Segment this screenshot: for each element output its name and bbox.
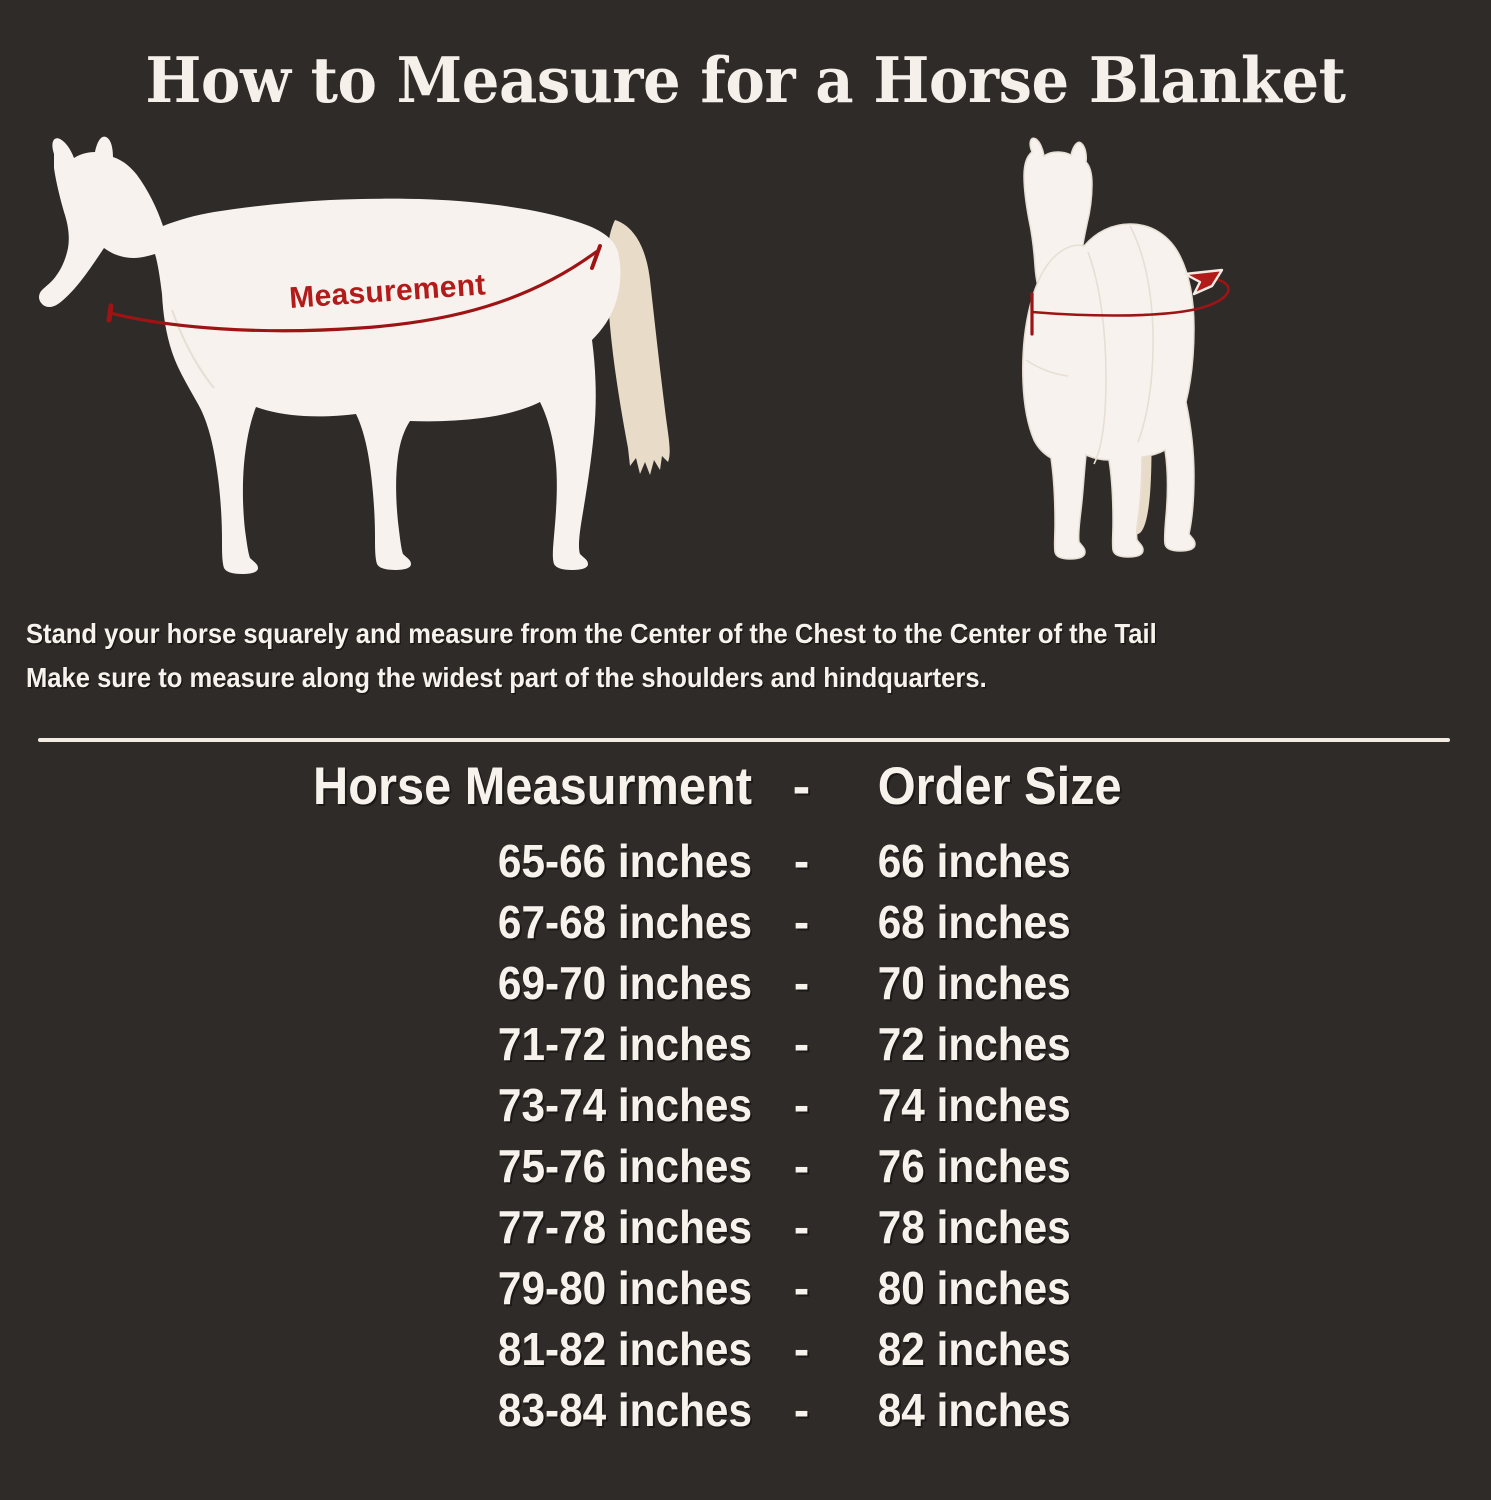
size-chart-table: Horse Measurment - Order Size 65-66 inch… (0, 756, 1491, 1444)
rear-horse-contour-1 (1087, 251, 1107, 465)
rear-horse-contour-2 (1129, 225, 1154, 443)
cell-size: 70 inches (877, 957, 1071, 1009)
cell-size: 78 inches (877, 1201, 1071, 1253)
cell-separator: - (793, 896, 810, 948)
cell-separator: - (793, 1018, 810, 1070)
table-row: 83-84 inches - 84 inches (0, 1383, 1491, 1444)
cell-size: 72 inches (877, 1018, 1071, 1070)
horizontal-divider (38, 738, 1450, 742)
horse-diagrams-svg: Measurement (39, 136, 1230, 574)
cell-separator: - (793, 1201, 810, 1253)
cell-separator: - (793, 1140, 810, 1192)
measurement-line-side (108, 250, 598, 333)
measurement-line-tick-front (106, 303, 114, 323)
illustration-panel: Measurement (0, 130, 1491, 590)
header-measurement: Horse Measurment (312, 757, 752, 816)
side-view-horse (39, 136, 670, 574)
instruction-line-1: Stand your horse squarely and measure fr… (26, 618, 1157, 649)
side-horse-tail (606, 220, 670, 475)
header-separator: - (792, 757, 811, 816)
cell-measurement: 77-78 inches (497, 1201, 752, 1253)
side-horse-shoulder-line (171, 309, 215, 389)
cell-measurement: 67-68 inches (497, 896, 752, 948)
cell-separator: - (793, 835, 810, 887)
cell-measurement: 65-66 inches (497, 835, 752, 887)
cell-separator: - (793, 1079, 810, 1131)
cell-measurement: 81-82 inches (497, 1323, 752, 1375)
table-row: 75-76 inches - 76 inches (0, 1139, 1491, 1200)
cell-size: 80 inches (877, 1262, 1071, 1314)
table-row: 65-66 inches - 66 inches (0, 834, 1491, 895)
cell-size: 82 inches (877, 1323, 1071, 1375)
table-row: 69-70 inches - 70 inches (0, 956, 1491, 1017)
measurement-line-tick-rear (590, 244, 602, 270)
table-row: 77-78 inches - 78 inches (0, 1200, 1491, 1261)
cell-size: 68 inches (877, 896, 1071, 948)
cell-separator: - (793, 957, 810, 1009)
cell-measurement: 79-80 inches (497, 1262, 752, 1314)
table-row: 71-72 inches - 72 inches (0, 1017, 1491, 1078)
cell-measurement: 71-72 inches (497, 1018, 752, 1070)
rear-horse-body (1022, 223, 1196, 560)
table-row: 67-68 inches - 68 inches (0, 895, 1491, 956)
table-row: 79-80 inches - 80 inches (0, 1261, 1491, 1322)
cell-size: 84 inches (877, 1384, 1071, 1436)
rear-horse-contour-3 (1025, 359, 1069, 377)
cell-separator: - (793, 1262, 810, 1314)
table-body: 65-66 inches -66 inches 67-68 inches -68 in… (0, 834, 1491, 1444)
table-row: 73-74 inches - 74 inches (0, 1078, 1491, 1139)
cell-measurement: 73-74 inches (497, 1079, 752, 1131)
cell-measurement: 75-76 inches (497, 1140, 752, 1192)
page-title: How to Measure for a Horse Blanket (145, 43, 1346, 117)
cell-measurement: 83-84 inches (497, 1384, 752, 1436)
cell-measurement: 69-70 inches (497, 957, 752, 1009)
cell-size: 76 inches (877, 1140, 1071, 1192)
instructions-text: Stand your horse squarely and measure fr… (26, 612, 1375, 700)
instruction-line-2: Make sure to measure along the widest pa… (26, 662, 987, 693)
side-horse-body (39, 136, 621, 574)
table-header-row: Horse Measurment - Order Size (0, 756, 1491, 834)
cell-size: 74 inches (877, 1079, 1071, 1131)
cell-separator: - (793, 1384, 810, 1436)
cell-separator: - (793, 1323, 810, 1375)
rear-view-horse (1022, 137, 1230, 560)
header-size: Order Size (877, 757, 1122, 816)
cell-size: 66 inches (877, 835, 1071, 887)
table-row: 81-82 inches - 82 inches (0, 1322, 1491, 1383)
arrowhead-icon (1183, 268, 1224, 296)
